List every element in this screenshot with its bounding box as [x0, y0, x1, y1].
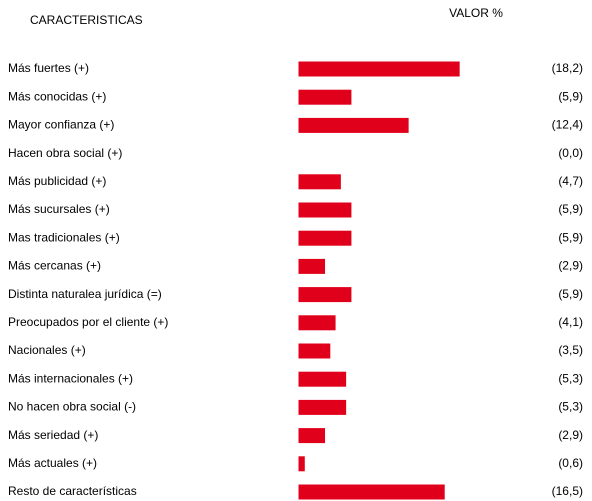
value-label: (5,9)	[558, 230, 583, 244]
value-label: (5,9)	[558, 89, 583, 103]
value-label: (2,9)	[558, 428, 583, 442]
category-label: Más sucursales (+)	[8, 202, 110, 216]
category-label: No hacen obra social (-)	[8, 400, 136, 414]
bar	[298, 287, 352, 303]
bar	[298, 371, 347, 387]
category-label: Más internacionales (+)	[8, 371, 133, 385]
value-label: (12,4)	[552, 118, 583, 132]
category-label: Preocupados por el cliente (+)	[8, 315, 168, 329]
bar	[298, 343, 331, 359]
bar	[298, 117, 409, 133]
category-label: Mas tradicionales (+)	[8, 230, 120, 244]
value-label: (18,2)	[552, 61, 583, 75]
bar	[298, 428, 326, 444]
value-label: (16,5)	[552, 484, 583, 498]
value-label: (3,5)	[558, 343, 583, 357]
bar	[298, 61, 460, 77]
category-label: Más fuertes (+)	[8, 61, 89, 75]
category-label: Resto de características	[8, 484, 137, 498]
bar	[298, 258, 326, 274]
bar	[298, 89, 352, 105]
category-label: Hacen obra social (+)	[8, 146, 122, 160]
bar	[298, 484, 445, 500]
bar	[298, 456, 305, 472]
category-label: Más actuales (+)	[8, 456, 97, 470]
value-label: (4,7)	[558, 174, 583, 188]
bar	[298, 315, 336, 331]
category-label: Más conocidas (+)	[8, 89, 106, 103]
bar	[298, 399, 347, 415]
value-label: (4,1)	[558, 315, 583, 329]
category-label: Más cercanas (+)	[8, 259, 101, 273]
value-label: (5,3)	[558, 371, 583, 385]
value-label: (5,9)	[558, 287, 583, 301]
value-label: (0,6)	[558, 456, 583, 470]
category-label: Mayor confianza (+)	[8, 118, 114, 132]
category-label: Más publicidad (+)	[8, 174, 106, 188]
bar	[298, 174, 341, 190]
bar	[298, 202, 352, 218]
value-label: (2,9)	[558, 259, 583, 273]
category-header: CARACTERISTICAS	[30, 13, 143, 27]
category-label: Nacionales (+)	[8, 343, 86, 357]
bar	[298, 230, 352, 246]
value-header: VALOR %	[449, 6, 503, 20]
value-label: (5,9)	[558, 202, 583, 216]
value-label: (5,3)	[558, 400, 583, 414]
category-label: Distinta naturalea jurídica (=)	[8, 287, 162, 301]
category-label: Más seriedad (+)	[8, 428, 98, 442]
value-label: (0,0)	[558, 146, 583, 160]
